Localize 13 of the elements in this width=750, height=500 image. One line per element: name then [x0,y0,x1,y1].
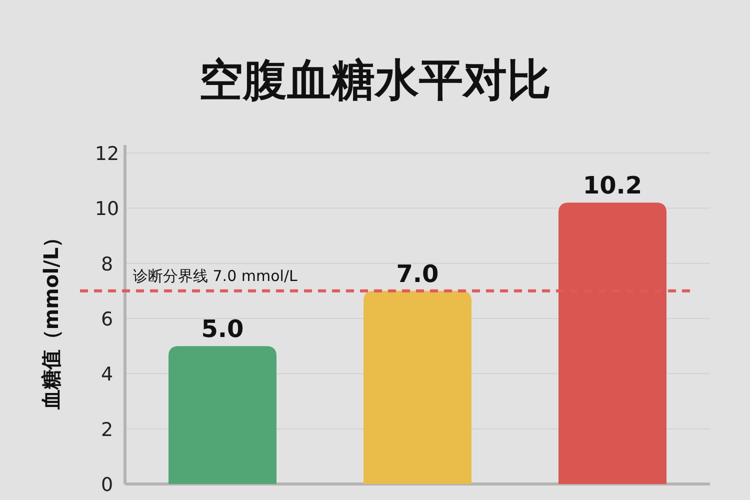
chart-title: 空腹血糖水平对比 [199,55,551,106]
y-tick-label: 2 [100,418,114,441]
y-tick-label: 6 [100,308,114,330]
data-label: 7.0 [396,260,439,288]
ref-line-label: 诊断分界线 7.0 mmol/L [133,266,298,285]
y-tick-label: 0 [100,474,114,496]
y-axis-title: 血糖值（mmol/L） [39,227,63,411]
y-tick-label: 8 [100,253,114,276]
y-tick-label: 10 [94,198,120,220]
y-tick-label: 4 [100,364,114,386]
data-label: 5.0 [201,315,244,344]
y-tick-label: 12 [94,143,120,165]
data-label: 10.2 [582,172,642,200]
